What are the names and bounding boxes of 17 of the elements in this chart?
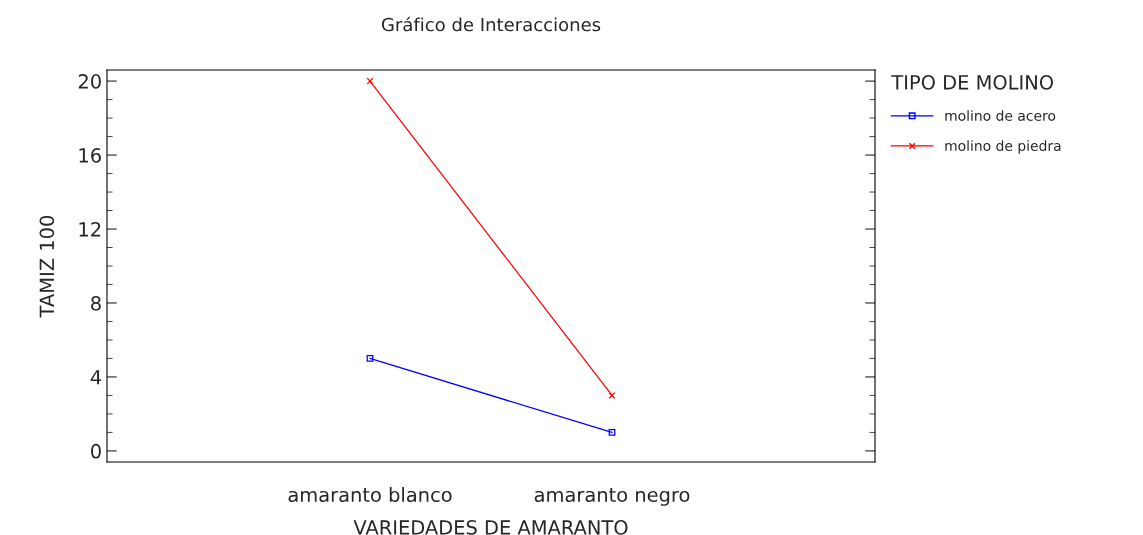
- point: [608, 429, 616, 436]
- y-tick-label: 12: [79, 221, 101, 237]
- y-tick-label: 8: [91, 295, 101, 311]
- x-tick-label: amaranto blanco: [288, 487, 452, 503]
- point: [608, 392, 616, 399]
- y-tick-label: 20: [78, 74, 101, 89]
- chart-title: Gráfico de Interacciones: [381, 16, 601, 32]
- y-axis-title: TAMIZ 100: [39, 215, 55, 318]
- point: [366, 355, 374, 362]
- y-tick-label: 16: [79, 148, 101, 163]
- legend-title: TIPO DE MOLINO: [891, 75, 1054, 90]
- y-tick-label: 0: [91, 443, 101, 459]
- x-tick-label: amaranto negro: [534, 488, 690, 506]
- x-axis-title: VARIEDADES DE AMARANTO: [353, 520, 628, 535]
- legend-label: molino de acero: [945, 110, 1056, 121]
- legend-label: molino de piedra: [945, 140, 1061, 154]
- y-tick-label: 4: [90, 370, 102, 385]
